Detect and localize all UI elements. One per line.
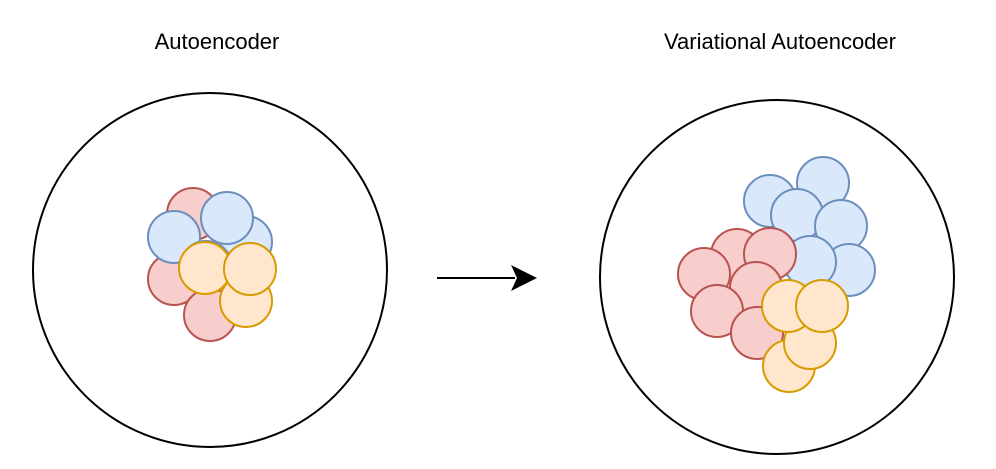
autoencoder-cluster: [147, 187, 277, 342]
blue-latent-point: [200, 191, 254, 245]
yellow-latent-point: [223, 242, 277, 296]
transition-arrow: [437, 265, 537, 291]
vae-title: Variational Autoencoder: [664, 29, 896, 54]
yellow-latent-point: [795, 279, 849, 333]
vae-cluster: [677, 156, 876, 393]
vae-latent-space: [599, 99, 955, 455]
vae-panel: Variational Autoencoder: [599, 29, 955, 455]
autoencoder-title: Autoencoder: [155, 29, 280, 54]
autoencoder-latent-space: [32, 92, 388, 448]
arrow-head: [511, 265, 537, 291]
autoencoder-panel: Autoencoder: [32, 29, 388, 448]
